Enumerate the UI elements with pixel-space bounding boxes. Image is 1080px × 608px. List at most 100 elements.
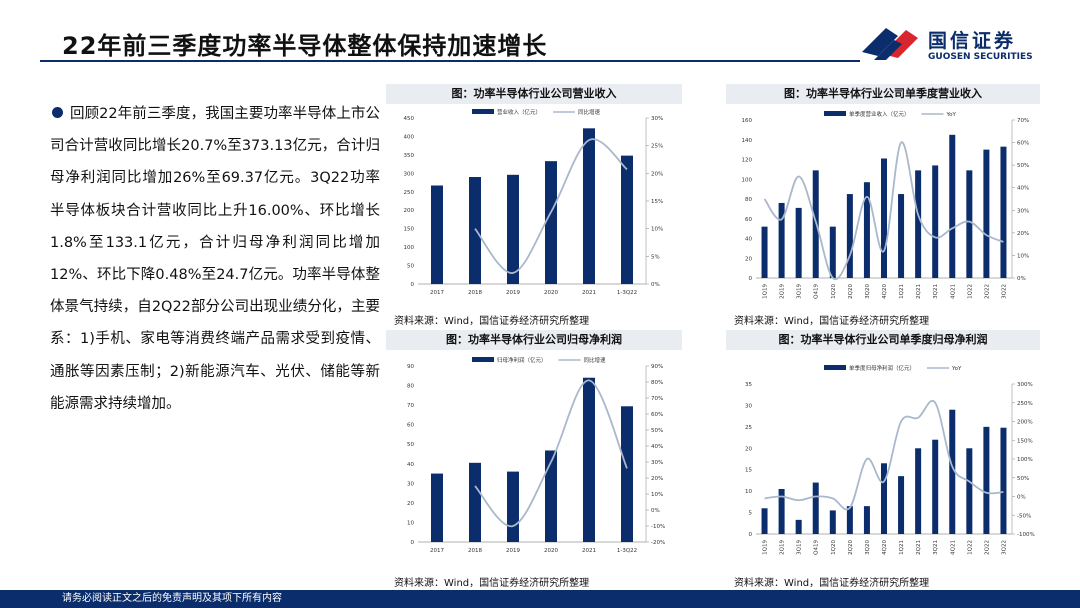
y-tick-label: 30 <box>407 481 414 487</box>
chart-quarterly-net-profit: 0 5 10 15 20 25 30 35 -100% -50% 0% 50% 100% 150% 200%… <box>745 364 1035 555</box>
x-tick-label: 2Q21 <box>916 284 922 299</box>
y-tick-label: 0 <box>411 282 415 288</box>
bullet-icon <box>52 107 63 118</box>
chart-panel-net-profit: 图：功率半导体行业公司归母净利润 0 10 20 30 40 50 60 70 80 90 -20%… <box>386 330 682 589</box>
bar <box>761 508 768 534</box>
x-tick-label: 1Q22 <box>967 540 973 555</box>
bar <box>983 149 990 278</box>
y-tick-label: 140 <box>742 138 753 144</box>
bar <box>949 134 956 278</box>
x-tick-label: 2Q22 <box>984 284 990 299</box>
y2-tick-label: 10% <box>651 227 663 233</box>
bar <box>431 185 443 284</box>
y-tick-label: 350 <box>404 153 415 159</box>
y2-tick-label: -100% <box>1017 532 1035 538</box>
bar <box>621 155 633 284</box>
y2-tick-label: 300% <box>1017 382 1033 388</box>
page-title: 22年前三季度功率半导体整体保持加速增长 <box>62 32 548 60</box>
legend-line-label: 同比增速 <box>578 108 601 116</box>
y-tick-label: 90 <box>407 364 414 370</box>
bar <box>881 158 887 278</box>
x-tick-label: Q419 <box>814 284 820 299</box>
bar <box>583 377 595 542</box>
y-tick-label: 50 <box>407 264 414 270</box>
y-tick-label: 300 <box>404 171 415 177</box>
bar <box>469 177 481 284</box>
x-tick-label: 2019 <box>506 548 520 554</box>
y2-tick-label: 0% <box>1017 276 1026 282</box>
bar <box>829 226 836 278</box>
y-tick-label: 0 <box>749 276 753 282</box>
bar <box>1000 146 1007 278</box>
x-tick-label: 1Q19 <box>763 284 769 299</box>
y2-tick-label: -10% <box>651 524 665 530</box>
y2-tick-label: 40% <box>651 444 663 450</box>
bar <box>507 471 519 542</box>
title-underline <box>40 60 860 62</box>
bar <box>863 506 870 534</box>
y2-tick-label: 80% <box>651 380 663 386</box>
y2-tick-label: 20% <box>651 476 663 482</box>
y-tick-label: 10 <box>407 520 414 526</box>
x-tick-label: 3Q22 <box>1001 284 1007 299</box>
y2-tick-label: 0% <box>651 282 660 288</box>
y-tick-label: 60 <box>745 217 752 223</box>
y2-tick-label: 60% <box>651 412 663 418</box>
y2-tick-label: 5% <box>651 254 660 260</box>
x-tick-label: 1-3Q22 <box>617 290 637 296</box>
y-tick-label: 15 <box>745 468 752 474</box>
bar <box>881 463 887 534</box>
x-tick-label: 2019 <box>506 290 520 296</box>
y2-tick-label: 20% <box>651 171 663 177</box>
bar <box>545 161 557 284</box>
y-tick-label: 25 <box>745 425 752 431</box>
y-tick-label: 10 <box>745 489 752 495</box>
x-tick-label: 2Q20 <box>848 284 854 299</box>
x-tick-label: 4Q21 <box>950 540 956 555</box>
y2-tick-label: -20% <box>651 540 665 546</box>
bar <box>1000 427 1007 534</box>
y2-tick-label: 0% <box>1017 495 1026 501</box>
legend-bar-swatch <box>472 109 494 114</box>
y-tick-label: 30 <box>745 403 752 409</box>
x-tick-label: 3Q22 <box>1001 540 1007 555</box>
y2-tick-label: 25% <box>651 144 663 150</box>
x-tick-label: 1Q22 <box>967 284 973 299</box>
logo-mark-icon <box>862 28 918 60</box>
bar <box>966 170 973 278</box>
body-paragraph: 回顾22年前三季度，我国主要功率半导体上市公司合计营收同比增长20.7%至373… <box>50 106 380 412</box>
bar <box>761 226 768 278</box>
x-tick-label: 2018 <box>468 290 482 296</box>
y-tick-label: 50 <box>407 442 414 448</box>
x-tick-label: 4Q20 <box>882 284 888 299</box>
y-tick-label: 70 <box>407 403 414 409</box>
chart-quarterly-revenue: 0 20 40 60 80 100 120 140 160 0% 10% 20% 30% 40% 50% 60… <box>742 110 1030 299</box>
bar <box>795 519 802 534</box>
x-tick-label: 3Q21 <box>933 284 939 299</box>
bar <box>846 506 853 534</box>
bar <box>966 448 973 534</box>
y-tick-label: 80 <box>745 197 752 203</box>
y-tick-label: 60 <box>407 423 414 429</box>
bar <box>915 170 922 278</box>
legend-line-label: 同比增速 <box>584 356 607 364</box>
bar <box>846 194 853 278</box>
chart-source: 资料来源：Wind，国信证券经济研究所整理 <box>394 578 590 589</box>
y-tick-label: 150 <box>404 227 415 233</box>
bar <box>778 202 785 278</box>
x-tick-label: 4Q20 <box>882 540 888 555</box>
y2-tick-label: 90% <box>651 364 663 370</box>
y2-tick-label: 150% <box>1017 438 1033 444</box>
bar <box>545 450 557 542</box>
x-tick-label: 2Q21 <box>916 540 922 555</box>
line-series-YoY <box>764 400 1004 511</box>
x-tick-label: 1Q21 <box>899 284 905 299</box>
line-series-YoY <box>763 141 1004 281</box>
legend-bar-label: 营业收入（亿元） <box>497 108 541 116</box>
y2-tick-label: 15% <box>651 199 663 205</box>
x-tick-label: 1Q19 <box>763 540 769 555</box>
chart-title: 图：功率半导体行业公司单季度归母净利润 <box>726 330 1040 350</box>
chart-title: 图：功率半导体行业公司营业收入 <box>386 84 682 104</box>
legend-bar-swatch <box>824 365 846 370</box>
y-tick-label: 160 <box>742 118 753 124</box>
